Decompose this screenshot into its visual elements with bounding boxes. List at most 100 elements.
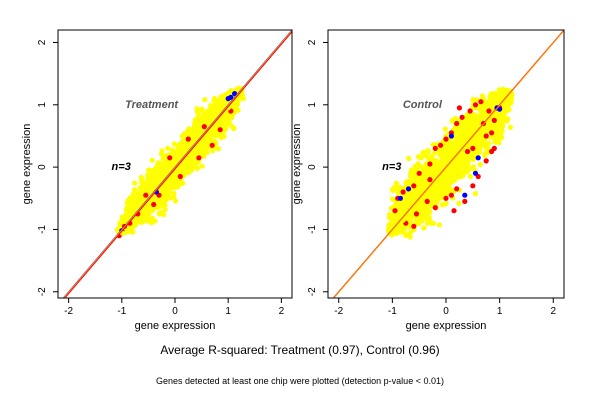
cloud-point bbox=[421, 205, 427, 211]
cloud-point bbox=[171, 141, 177, 147]
data-point bbox=[497, 106, 503, 112]
data-point bbox=[151, 201, 157, 208]
cloud-point bbox=[195, 110, 201, 116]
cloud-point bbox=[177, 142, 183, 148]
data-point bbox=[459, 114, 465, 120]
cloud-point bbox=[407, 234, 413, 240]
cloud-point bbox=[201, 144, 207, 150]
x-tick-label: 1 bbox=[225, 306, 231, 317]
cloud-point bbox=[463, 156, 469, 162]
cloud-point bbox=[146, 167, 152, 173]
cloud-point bbox=[134, 218, 140, 224]
cloud-point bbox=[193, 124, 199, 131]
data-point bbox=[432, 205, 438, 211]
cloud-point bbox=[215, 146, 221, 152]
cloud-point bbox=[399, 229, 405, 235]
cloud-point bbox=[162, 191, 168, 197]
cloud-point bbox=[423, 180, 429, 186]
cloud-point bbox=[146, 218, 152, 224]
cloud-point bbox=[441, 172, 447, 178]
cloud-point bbox=[470, 164, 476, 170]
data-point bbox=[486, 108, 492, 114]
cloud-point bbox=[442, 183, 448, 189]
cloud-point bbox=[450, 163, 456, 169]
cloud-point bbox=[142, 210, 148, 216]
data-point bbox=[413, 211, 420, 217]
cloud-point bbox=[173, 170, 179, 176]
cloud-point bbox=[149, 157, 155, 163]
data-point bbox=[405, 186, 412, 192]
x-axis-label: gene expression bbox=[135, 320, 216, 332]
cloud-point bbox=[160, 156, 166, 162]
cloud-point bbox=[159, 148, 165, 154]
cloud-point bbox=[202, 97, 208, 103]
cloud-point bbox=[189, 167, 195, 173]
cloud-point bbox=[131, 205, 137, 212]
cloud-point bbox=[389, 196, 395, 202]
cloud-point bbox=[199, 106, 205, 112]
y-tick-label: 2 bbox=[37, 39, 48, 45]
detection-note-caption: Genes detected at least one chip were pl… bbox=[156, 376, 444, 386]
cloud-point bbox=[162, 206, 168, 213]
cloud-point bbox=[225, 116, 231, 122]
y-tick-label: 2 bbox=[307, 39, 318, 45]
cloud-point bbox=[139, 180, 145, 186]
data-point bbox=[209, 142, 215, 148]
cloud-point bbox=[480, 136, 486, 143]
cloud-point bbox=[448, 141, 454, 147]
cloud-point bbox=[502, 90, 508, 96]
data-point bbox=[478, 99, 484, 105]
cloud-point bbox=[145, 203, 152, 209]
cloud-point bbox=[419, 201, 426, 208]
cloud-point bbox=[161, 212, 167, 218]
cloud-point bbox=[213, 133, 219, 139]
cloud-point bbox=[204, 149, 210, 156]
y-tick-label: -2 bbox=[37, 287, 48, 296]
cloud-point bbox=[401, 204, 407, 210]
cloud-point bbox=[409, 191, 415, 197]
x-tick-label: 1 bbox=[497, 306, 503, 317]
data-point bbox=[400, 189, 406, 195]
cloud-point bbox=[130, 191, 136, 197]
data-point bbox=[217, 127, 223, 133]
cloud-point bbox=[192, 119, 198, 125]
cloud-point bbox=[425, 148, 431, 154]
data-point bbox=[167, 155, 173, 161]
cloud-point bbox=[410, 169, 416, 175]
cloud-point bbox=[194, 106, 200, 112]
cloud-point bbox=[210, 148, 216, 154]
data-point bbox=[397, 195, 403, 201]
cloud-point bbox=[211, 106, 217, 112]
cloud-point bbox=[175, 152, 181, 158]
cloud-point bbox=[471, 122, 477, 128]
plot-area bbox=[62, 30, 292, 298]
cloud-point bbox=[159, 166, 165, 172]
data-point bbox=[225, 96, 231, 102]
cloud-point bbox=[481, 112, 487, 118]
data-point bbox=[462, 198, 468, 204]
treatment-panel: -2 -1 0 1 2 -2 -1 0 1 2 gene expression gene expres… bbox=[21, 29, 293, 332]
cloud-point bbox=[119, 214, 125, 220]
cloud-point bbox=[132, 180, 138, 186]
cloud-point bbox=[481, 108, 487, 114]
cloud-point bbox=[444, 179, 450, 185]
cloud-point bbox=[220, 123, 226, 129]
cloud-point bbox=[429, 220, 435, 226]
data-point bbox=[483, 133, 489, 139]
y-axis-label: gene expression bbox=[291, 124, 303, 205]
cloud-point bbox=[174, 147, 181, 153]
x-tick-label: -1 bbox=[388, 306, 397, 317]
data-point bbox=[462, 192, 468, 198]
cloud-point bbox=[169, 147, 175, 153]
y-tick-label: 0 bbox=[37, 164, 48, 170]
cloud-point bbox=[123, 217, 129, 223]
cloud-point bbox=[442, 160, 448, 166]
cloud-point bbox=[472, 191, 478, 197]
data-point bbox=[470, 145, 476, 151]
cloud-point bbox=[404, 179, 410, 185]
cloud-point bbox=[395, 211, 401, 217]
cloud-point bbox=[440, 152, 446, 158]
data-point bbox=[427, 161, 433, 167]
cloud-point bbox=[219, 105, 225, 111]
cloud-point bbox=[420, 167, 426, 174]
